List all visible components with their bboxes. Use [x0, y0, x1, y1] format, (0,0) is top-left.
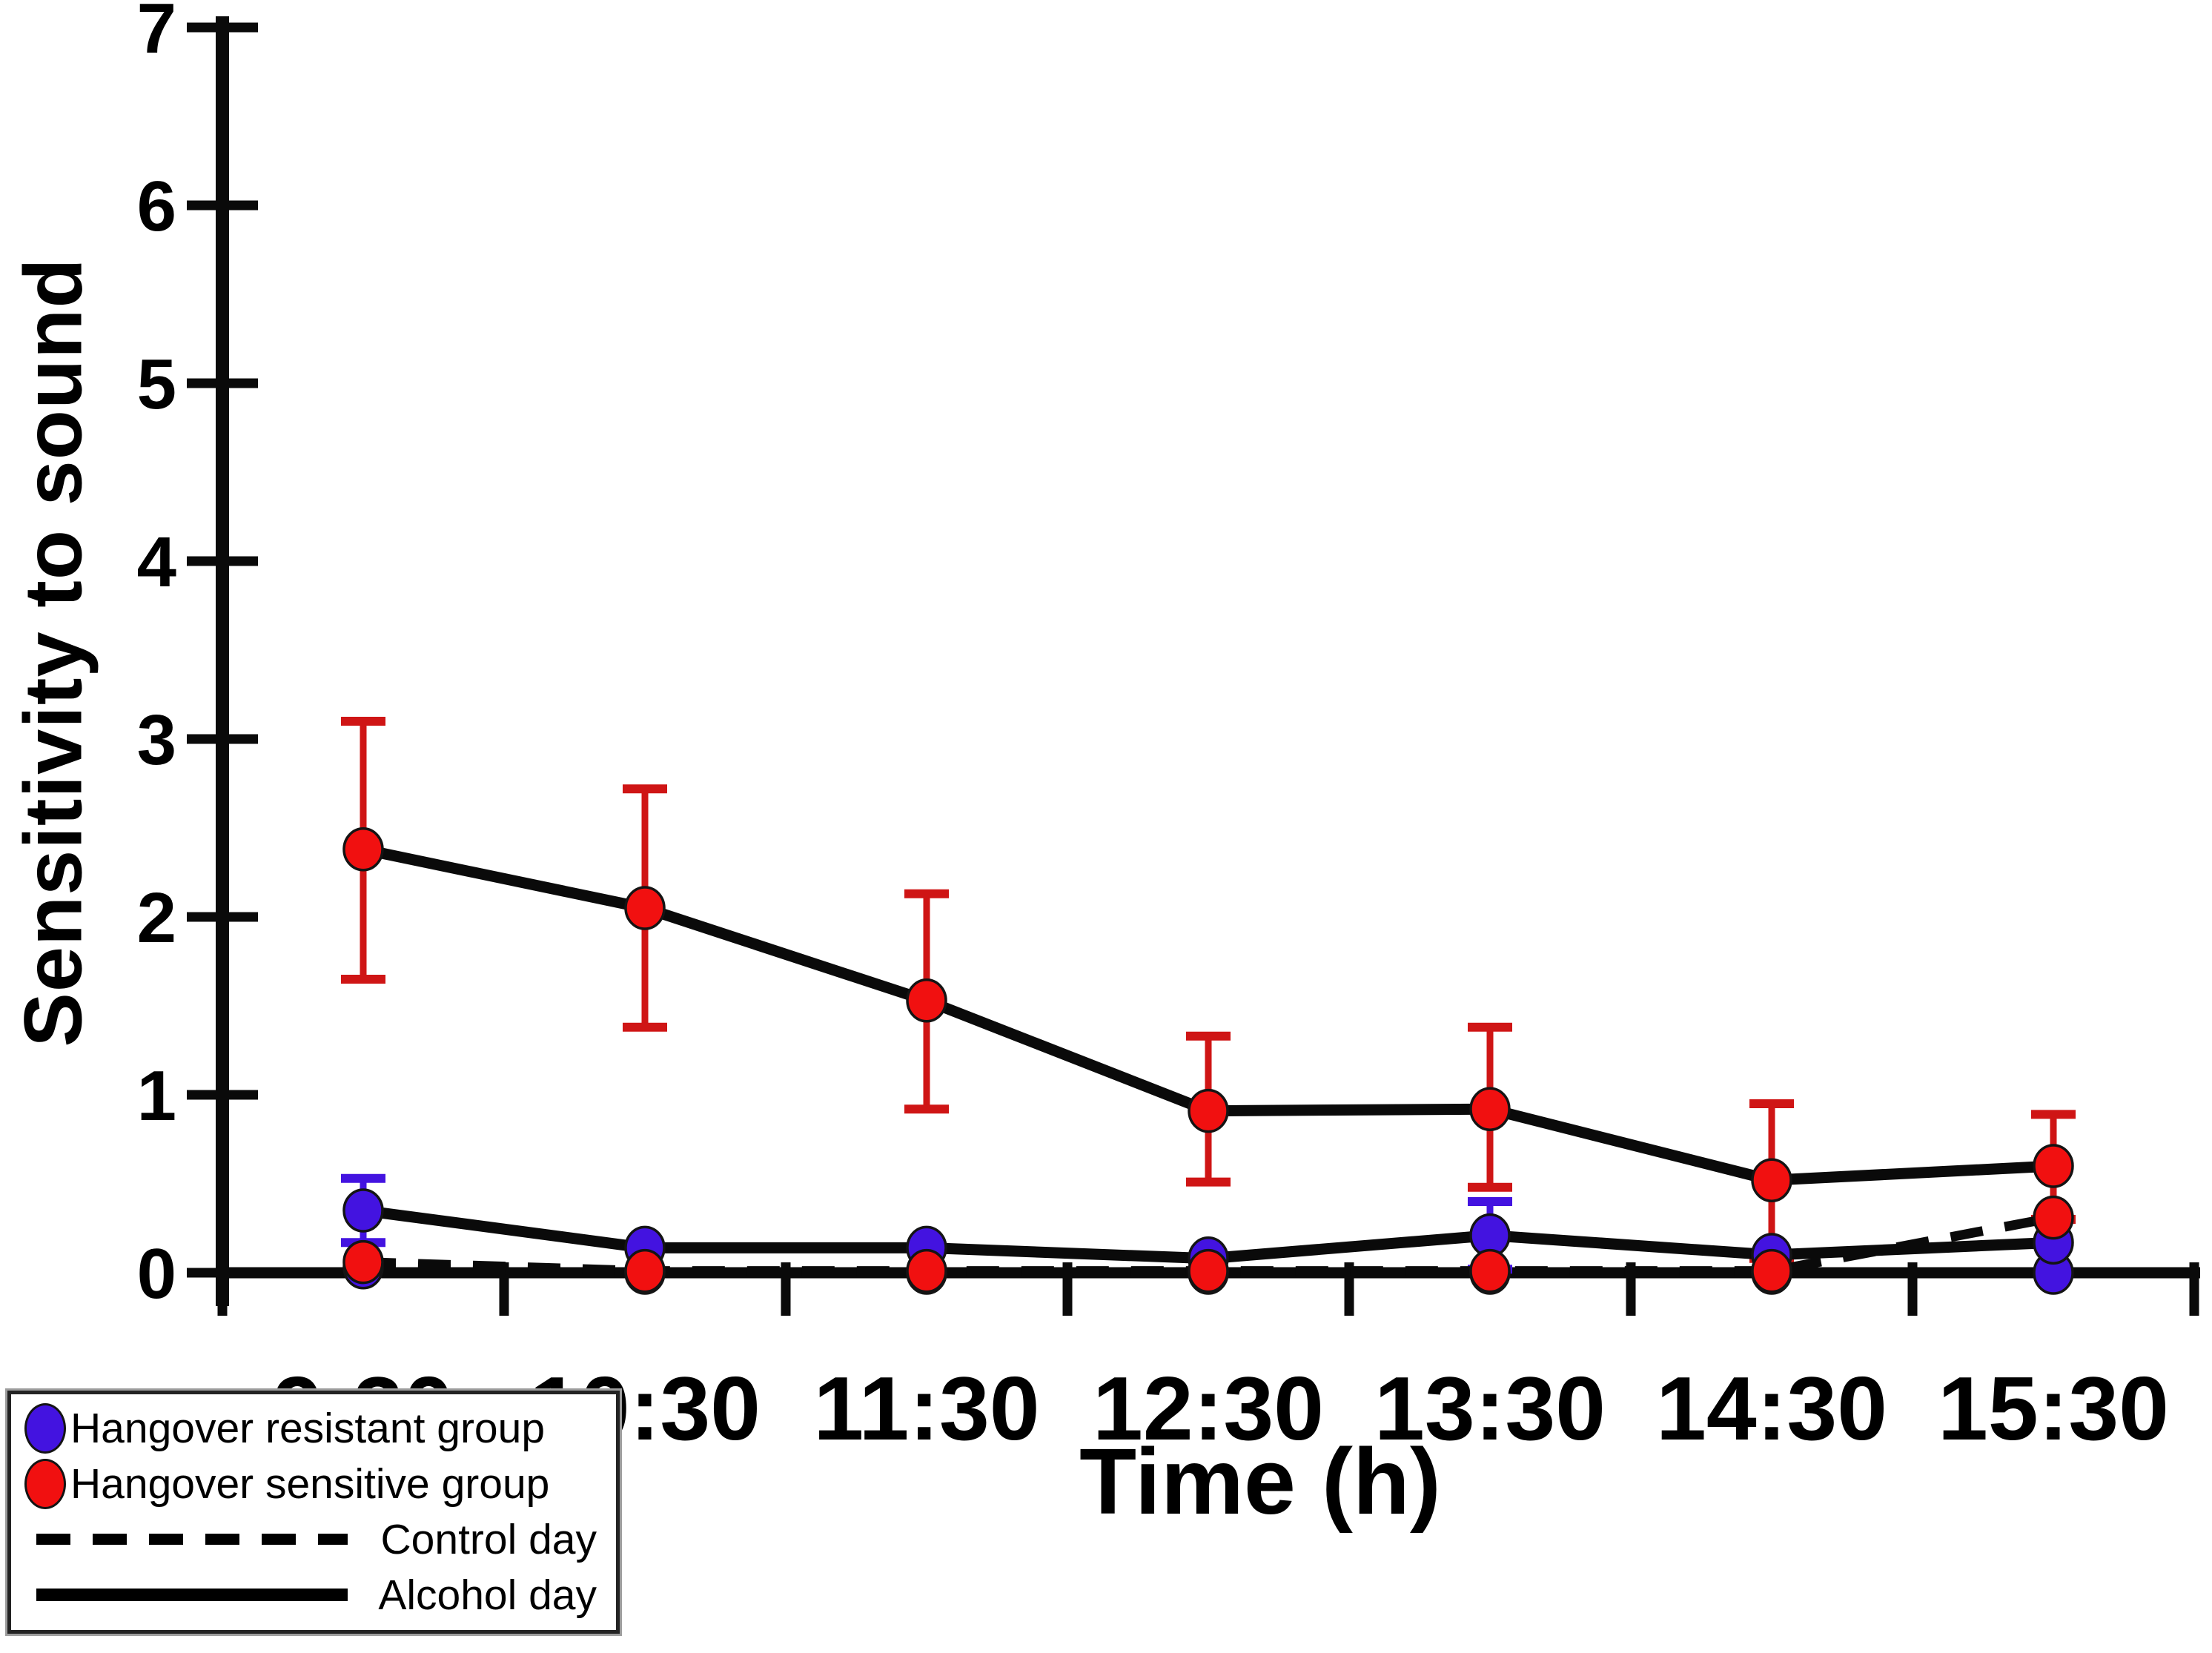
y-tick-label: 5 — [137, 345, 176, 424]
data-point — [1751, 1158, 1792, 1202]
legend-label: Alcohol day — [378, 1571, 597, 1619]
legend-item-sensitive-group: Hangover sensitive group — [21, 1458, 606, 1510]
x-tick-label: 13:30 — [1374, 1358, 1606, 1459]
y-tick-label: 3 — [137, 700, 176, 780]
legend-item-control-day: Control day — [21, 1514, 606, 1566]
y-tick-label: 2 — [137, 878, 176, 958]
red-circle-marker-icon — [24, 1458, 66, 1509]
data-point — [342, 827, 384, 872]
y-tick-label: 6 — [137, 167, 176, 246]
x-tick-label: 14:30 — [1656, 1358, 1887, 1459]
data-point — [624, 1248, 666, 1293]
data-point — [342, 1239, 384, 1285]
y-tick-label: 4 — [137, 523, 176, 602]
y-tick-label: 0 — [137, 1234, 176, 1314]
data-point — [1469, 1248, 1511, 1293]
data-point — [2033, 1195, 2074, 1240]
data-point — [1469, 1087, 1511, 1131]
markers-hangover-sensitive-group-control-day — [342, 1195, 2074, 1293]
error-bars — [341, 717, 2076, 1274]
data-point — [906, 978, 947, 1023]
legend-label: Control day — [380, 1515, 597, 1563]
x-axis-title: Time (h) — [1079, 1429, 1441, 1534]
data-point — [2033, 1144, 2074, 1188]
data-point — [342, 1188, 384, 1233]
data-point — [1188, 1248, 1229, 1293]
y-tick-labels: 0 1 2 3 4 5 6 7 — [137, 0, 176, 1314]
y-tick-label: 1 — [137, 1056, 176, 1136]
legend-label: Hangover sensitive group — [70, 1460, 550, 1508]
data-point — [624, 886, 666, 930]
legend-item-resistant-group: Hangover resistant group — [21, 1402, 606, 1454]
x-tick-label: 11:30 — [813, 1358, 1039, 1459]
solid-line-icon — [36, 1589, 348, 1601]
data-point — [1751, 1248, 1792, 1293]
x-tick-label: 12:30 — [1093, 1358, 1324, 1459]
chart-legend: Hangover resistant group Hangover sensit… — [7, 1391, 620, 1634]
legend-item-alcohol-day: Alcohol day — [21, 1569, 606, 1621]
data-point — [906, 1248, 947, 1293]
y-axis-title-text: Sensitivity to sound — [7, 257, 99, 1047]
markers-hangover-sensitive-group-alcohol-day — [342, 827, 2074, 1202]
y-tick-label: 7 — [137, 0, 176, 68]
x-tick-label: 15:30 — [1938, 1358, 2169, 1459]
data-point — [1188, 1088, 1229, 1133]
legend-label: Hangover resistant group — [70, 1404, 546, 1452]
blue-circle-marker-icon — [24, 1402, 66, 1454]
dashed-line-icon — [36, 1534, 348, 1545]
